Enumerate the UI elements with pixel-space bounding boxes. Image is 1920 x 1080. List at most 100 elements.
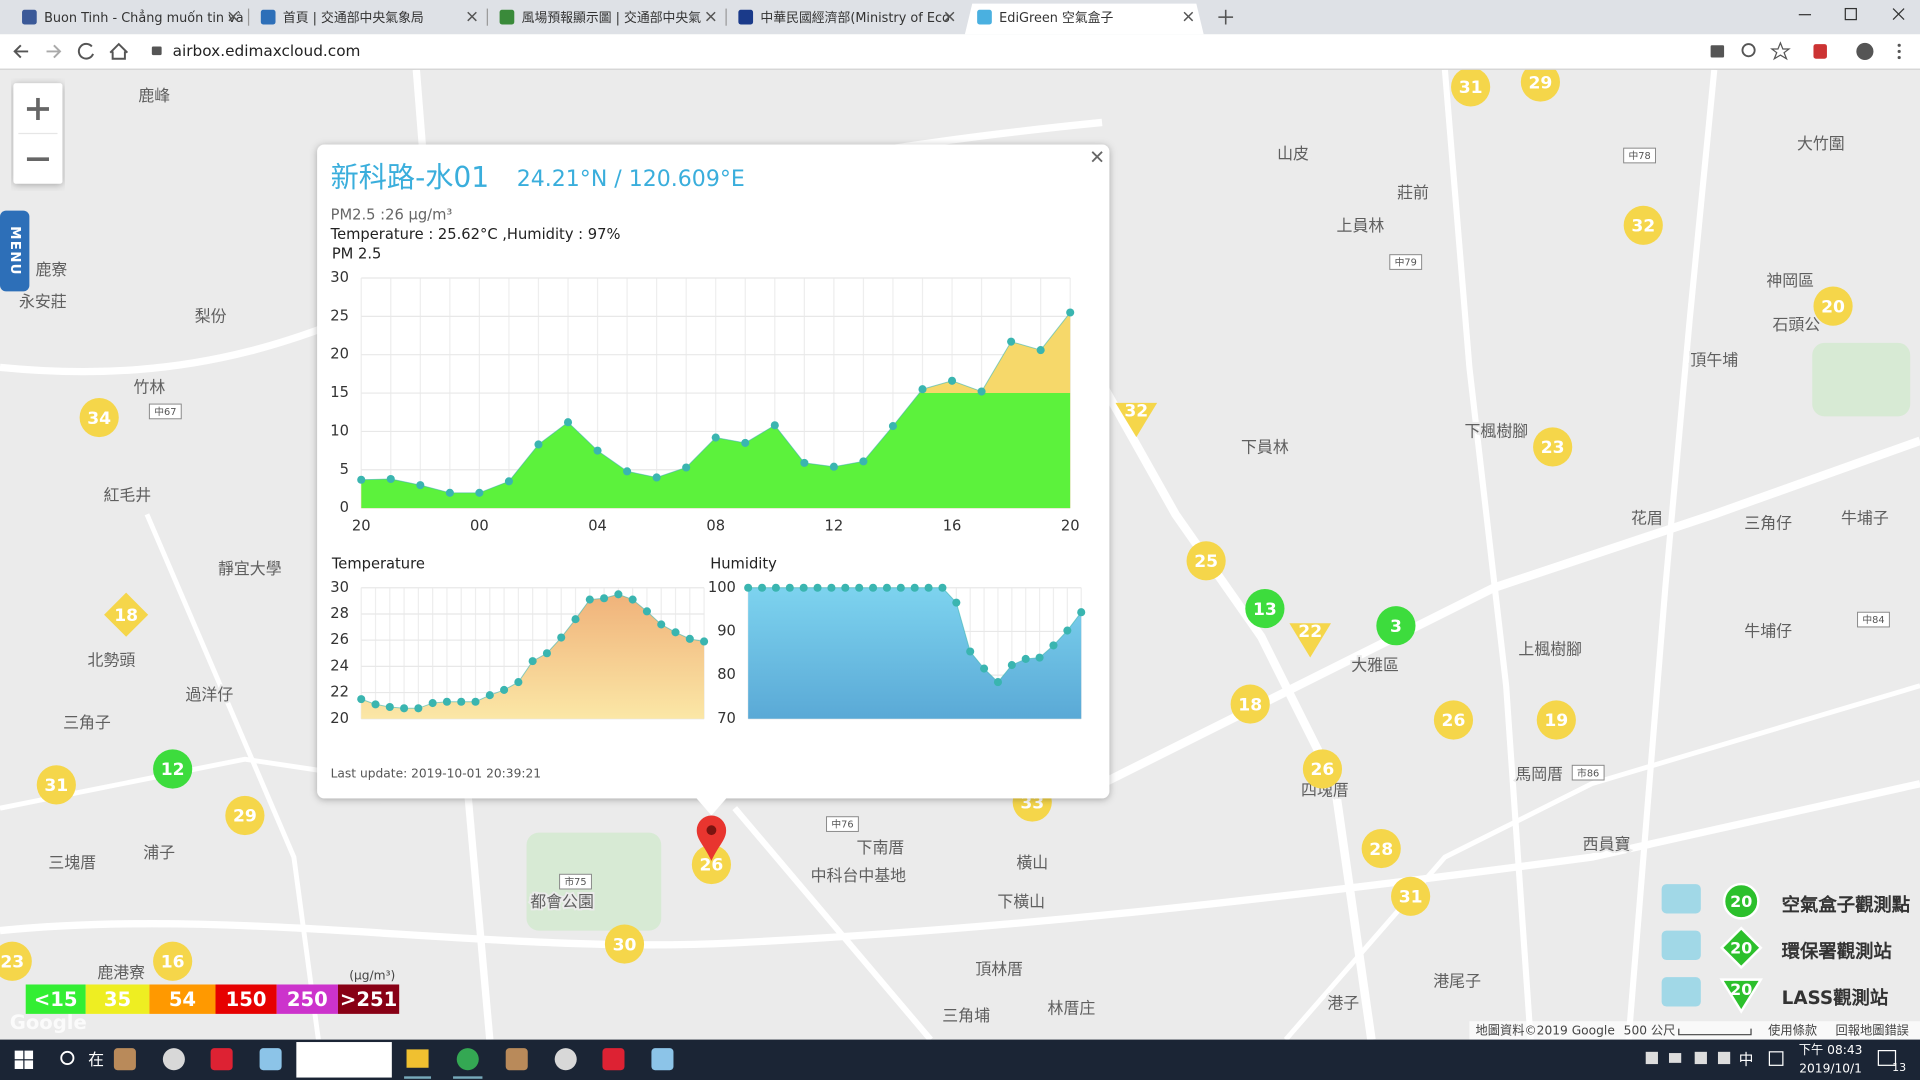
place-label: 中科台中基地 <box>811 866 907 885</box>
data-point <box>1077 608 1086 617</box>
station-marker[interactable]: 32 <box>1115 401 1158 438</box>
station-marker[interactable]: 20 <box>1813 286 1853 326</box>
selected-pin[interactable] <box>696 815 727 861</box>
station-marker[interactable]: 30 <box>604 924 645 964</box>
place-label: 馬岡厝 <box>1515 765 1563 784</box>
tab[interactable]: 首頁 | 交通部中央氣象局 <box>260 8 488 26</box>
station-marker[interactable]: 31 <box>36 765 76 805</box>
y-tick-label: 20 <box>330 710 349 727</box>
menu-button[interactable]: MENU <box>0 210 30 292</box>
taskbar-apps[interactable] <box>113 1048 674 1079</box>
station-marker[interactable]: 18 <box>104 592 149 637</box>
place-label: 神岡區 <box>1766 271 1814 290</box>
x-tick-label: 00 <box>470 518 489 535</box>
station-marker[interactable]: 12 <box>153 749 193 789</box>
url[interactable]: airbox.edimaxcloud.com <box>173 42 361 60</box>
zoom-in[interactable] <box>26 97 49 120</box>
station-marker[interactable]: 29 <box>1520 62 1560 102</box>
station-marker[interactable]: 31 <box>1391 876 1431 916</box>
toolbar-icons[interactable] <box>1710 41 1901 61</box>
tab-title: Buon Tinh - Chẳng muốn tin và <box>44 10 244 26</box>
action-icon[interactable] <box>1768 1051 1784 1066</box>
place-label: 都會公園 <box>530 892 594 911</box>
station-marker[interactable]: 26 <box>1433 700 1474 740</box>
data-point <box>711 433 720 442</box>
road-shield-label: 中79 <box>1395 256 1417 269</box>
data-point <box>414 704 423 713</box>
clock-date[interactable]: 2019/10/1 <box>1799 1061 1862 1075</box>
marker-shape <box>1433 700 1474 740</box>
marker-shape <box>1302 749 1343 789</box>
scale-label: 54 <box>169 988 196 1011</box>
data-point <box>741 438 750 447</box>
map-footer-text[interactable]: 使用條款 <box>1768 1023 1817 1038</box>
station-marker[interactable]: 34 <box>79 397 119 438</box>
data-point <box>657 620 666 629</box>
marker-value: 26 <box>700 856 724 876</box>
data-point <box>952 598 961 607</box>
y-tick-label: 25 <box>330 307 349 324</box>
close-button[interactable] <box>1091 151 1103 163</box>
marker-value: 31 <box>1459 78 1483 98</box>
tab[interactable]: 風場預報顯示圖 | 交通部中央氣 <box>499 8 727 26</box>
station-marker[interactable]: 18 <box>1230 684 1270 724</box>
x-tick-label: 16 <box>943 518 962 535</box>
marker-value: 20 <box>1821 297 1845 317</box>
place-label: 林厝庄 <box>1048 998 1096 1017</box>
data-point <box>386 474 395 484</box>
data-point <box>357 695 366 704</box>
station-marker[interactable]: 29 <box>225 795 265 836</box>
station-marker[interactable]: 25 <box>1186 541 1226 581</box>
legend-icon <box>1661 930 1701 960</box>
place-label: 石頭公 <box>1772 315 1820 334</box>
scale-bar <box>1678 1028 1752 1036</box>
data-point <box>829 462 838 471</box>
window-controls[interactable] <box>1798 7 1905 21</box>
station-marker[interactable]: 22 <box>1289 622 1332 658</box>
station-marker[interactable]: 23 <box>1533 427 1573 467</box>
station-coords: 24.21°N / 120.609°E <box>517 167 745 192</box>
station-marker[interactable]: 3 <box>1376 606 1416 646</box>
station-marker[interactable]: 16 <box>153 941 193 981</box>
station-marker[interactable]: 13 <box>1245 588 1285 629</box>
data-point <box>841 583 850 592</box>
new-tab[interactable] <box>1218 9 1234 25</box>
marker-shape <box>691 844 732 885</box>
place-label: 梨份 <box>195 307 227 326</box>
ime-indicator[interactable]: 中 <box>1739 1051 1754 1068</box>
y-tick-label: 26 <box>330 631 349 648</box>
station-marker[interactable]: 26 <box>691 844 732 885</box>
tab[interactable]: EdiGreen 空氣盒子 <box>964 3 1204 35</box>
station-marker[interactable]: 19 <box>1536 700 1576 740</box>
map-footer-text[interactable]: 回報地圖錯誤 <box>1836 1023 1909 1038</box>
tab[interactable]: 中華民國經濟部(Ministry of Eco <box>738 9 955 26</box>
nav-buttons[interactable] <box>13 42 129 60</box>
marker-shape <box>0 941 32 981</box>
x-tick-label: 04 <box>588 518 607 535</box>
notification-icon[interactable] <box>1877 1050 1897 1066</box>
search-icon[interactable] <box>60 1050 75 1065</box>
data-point <box>813 583 822 592</box>
legend-marker <box>1719 978 1764 1014</box>
data-point <box>542 649 551 658</box>
station-marker[interactable]: 26 <box>1302 749 1343 789</box>
start-button[interactable] <box>14 1050 34 1069</box>
x-tick-label: 12 <box>825 518 844 535</box>
station-marker[interactable]: 32 <box>1623 205 1663 245</box>
data-point <box>910 583 919 592</box>
data-point <box>671 628 680 637</box>
scale-swatch <box>149 984 216 1014</box>
tab[interactable]: Buon Tinh - Chẳng muốn tin và <box>22 8 250 26</box>
tray-icons[interactable] <box>1645 1051 1731 1065</box>
clock-time[interactable]: 下午 08:43 <box>1799 1043 1863 1057</box>
data-point <box>534 440 543 449</box>
scale-unit: (μg/m³) <box>349 968 395 982</box>
station-marker[interactable]: 28 <box>1361 828 1401 869</box>
marker-value: 12 <box>161 760 185 780</box>
place-label: 靜宜大學 <box>218 559 282 578</box>
station-marker[interactable]: 31 <box>1451 67 1491 107</box>
search-box[interactable]: 在 <box>88 1050 104 1069</box>
y-tick-label: 90 <box>717 622 736 639</box>
place-label: 三角埔 <box>942 1006 990 1025</box>
station-marker[interactable]: 23 <box>0 941 32 981</box>
